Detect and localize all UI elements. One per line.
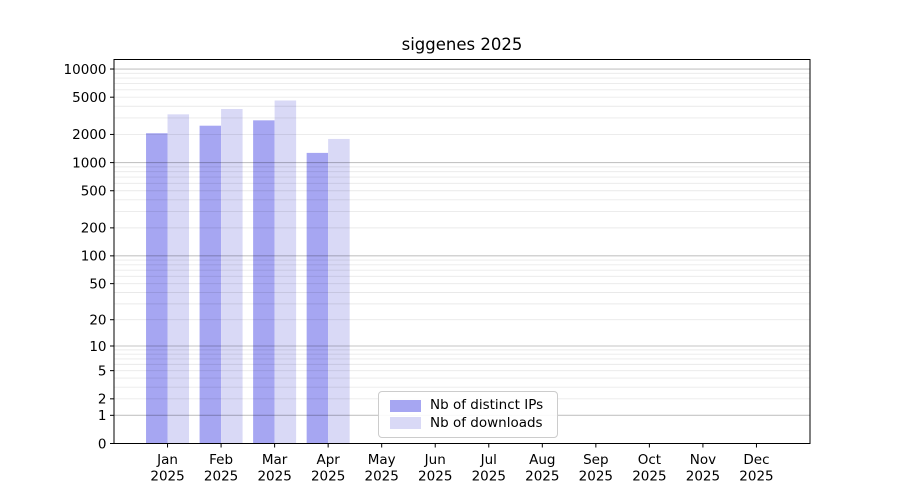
bar-downloads-feb: [221, 109, 243, 444]
y-axis-tick-label: 10000: [64, 62, 107, 78]
bar-downloads-apr: [328, 138, 350, 444]
x-axis-tick-label-month: Jan: [156, 452, 178, 468]
legend-item-downloads: Nb of downloads: [379, 414, 557, 431]
x-axis-tick-label-year: 2025: [739, 469, 773, 485]
chart-title: siggenes 2025: [401, 35, 523, 54]
x-axis-tick-label-month: Feb: [209, 452, 233, 468]
legend-swatch-distinct-ips-icon: [390, 399, 421, 412]
x-axis-tick-label-month: Mar: [262, 452, 288, 468]
bar-downloads-jan: [167, 114, 190, 444]
x-axis-tick-label-year: 2025: [204, 469, 238, 485]
y-axis-tick-label: 500: [81, 184, 107, 200]
y-axis-tick-label: 5: [98, 363, 107, 379]
legend-swatch-downloads-icon: [390, 417, 421, 430]
bar-distinct-ips-apr: [306, 152, 329, 444]
y-axis-tick-label: 2000: [72, 127, 106, 143]
legend-label-distinct-ips: Nb of distinct IPs: [430, 397, 544, 413]
x-axis-tick-label-year: 2025: [525, 469, 559, 485]
y-axis-tick-label: 200: [81, 221, 107, 237]
y-axis-tick-label: 1: [98, 408, 107, 424]
x-axis-tick-label-year: 2025: [418, 469, 452, 485]
x-axis-tick-label-month: Sep: [583, 452, 608, 468]
x-axis-tick-label-year: 2025: [311, 469, 345, 485]
x-axis-tick-label-year: 2025: [150, 469, 184, 485]
x-axis-tick-label-month: Dec: [743, 452, 769, 468]
legend: Nb of distinct IPs Nb of downloads: [378, 391, 558, 438]
x-axis-tick-label-month: Jun: [424, 452, 446, 468]
x-axis-tick-label-year: 2025: [632, 469, 666, 485]
x-axis-tick-label-month: Apr: [316, 452, 340, 468]
legend-label-downloads: Nb of downloads: [430, 414, 543, 431]
y-axis-tick-label: 100: [81, 249, 107, 265]
x-axis-tick-label-year: 2025: [579, 469, 613, 485]
x-axis-tick-label-month: Aug: [529, 452, 555, 468]
x-axis-tick-label-month: Oct: [638, 452, 661, 468]
y-axis-tick-label: 50: [89, 276, 106, 292]
y-axis-tick-label: 10: [89, 339, 106, 355]
bar-distinct-ips-jan: [146, 133, 168, 444]
bar-distinct-ips-mar: [253, 120, 275, 444]
x-axis-tick-label-month: Jul: [480, 452, 497, 468]
x-axis-tick-label-year: 2025: [257, 469, 291, 485]
bar-downloads-mar: [274, 100, 297, 444]
plot-border: [113, 59, 811, 444]
x-axis-tick-label-year: 2025: [365, 469, 399, 485]
bar-distinct-ips-feb: [199, 125, 222, 444]
y-axis-tick-label: 0: [98, 436, 107, 452]
x-axis-tick-label-year: 2025: [686, 469, 720, 485]
y-axis-tick-label: 1000: [72, 155, 106, 171]
y-axis-tick-label: 20: [89, 313, 106, 329]
x-axis-tick-label-year: 2025: [472, 469, 506, 485]
x-axis-tick-label-month: Nov: [690, 452, 716, 468]
y-axis-tick-label: 5000: [72, 90, 106, 106]
legend-item-distinct-ips: Nb of distinct IPs: [379, 397, 557, 413]
y-axis-tick-label: 2: [98, 392, 107, 408]
x-axis-tick-label-month: May: [368, 452, 396, 468]
